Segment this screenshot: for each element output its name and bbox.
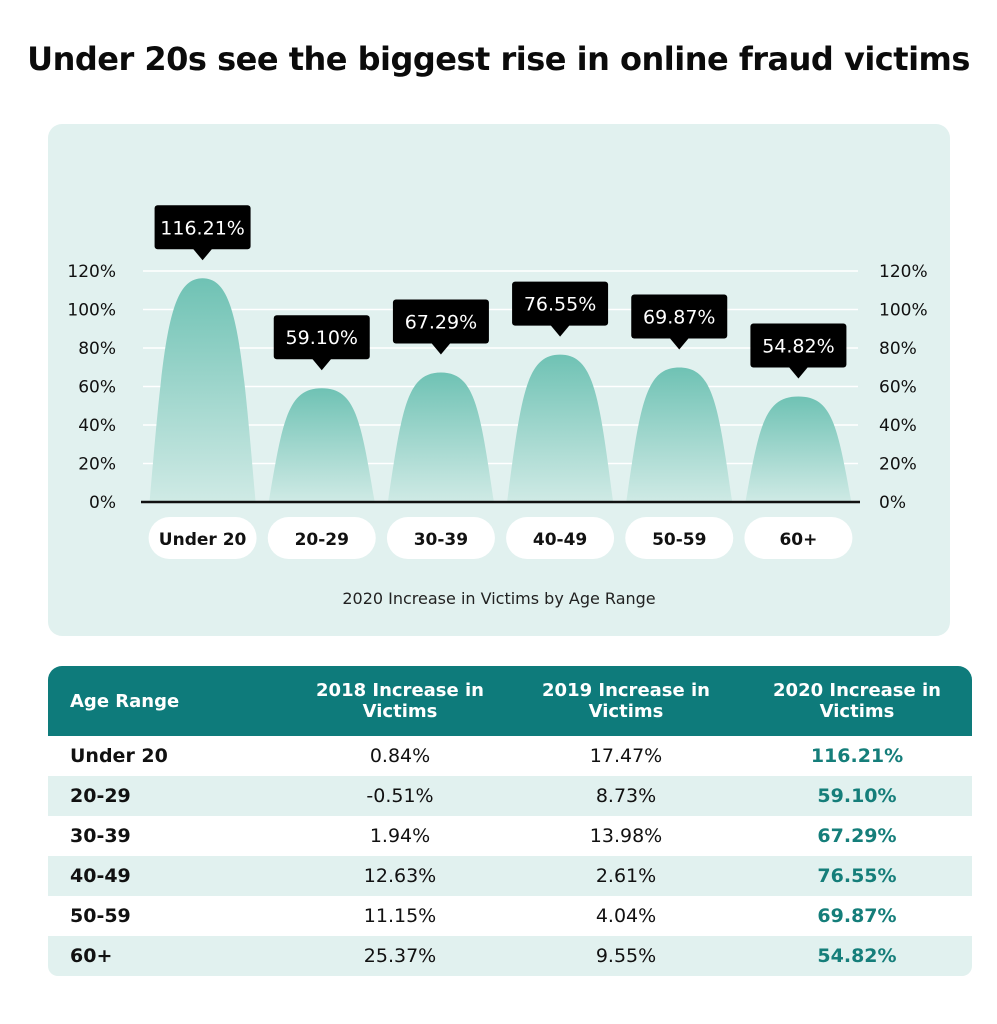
fraud-victims-chart: 0% 0% 20% 20% 40% 40% 60% 60% 80% 80% 100% 100% 120%… [67, 205, 928, 608]
table-header-row: Age Range 2018 Increase in Victims 2019 … [48, 666, 972, 736]
data-label-box [750, 323, 847, 368]
y-tick-label-left: 40% [78, 416, 116, 436]
y-tick-label-right: 0% [879, 493, 906, 513]
table-row: Under 20 0.84% 17.47% 116.21% [48, 736, 972, 776]
cell-2019: 2.61% [510, 856, 742, 896]
table-row: 30-39 1.94% 13.98% 67.29% [48, 816, 972, 856]
x-tick-label: 60+ [779, 530, 817, 550]
y-tick-label-right: 40% [879, 416, 917, 436]
cell-2018: -0.51% [290, 776, 510, 816]
y-tick-label-right: 80% [879, 339, 917, 359]
data-label: 116.21% [160, 217, 245, 239]
category-pill [386, 517, 495, 559]
data-label-callout: 69.87% [631, 294, 728, 350]
chart-panel: 0% 0% 20% 20% 40% 40% 60% 60% 80% 80% 100% 100% 120%… [48, 124, 950, 636]
data-label-box [154, 205, 251, 250]
x-axis-label: 2020 Increase in Victims by Age Range [342, 589, 655, 608]
cell-2020: 59.10% [742, 776, 972, 816]
category-pill [506, 517, 615, 559]
cell-2020: 76.55% [742, 856, 972, 896]
cell-2019: 9.55% [510, 936, 742, 976]
cell-2020: 69.87% [817, 905, 897, 927]
data-table: Age Range 2018 Increase in Victims 2019 … [48, 666, 972, 976]
page-title: Under 20s see the biggest rise in online… [27, 40, 970, 78]
y-tick-label-left: 120% [67, 262, 116, 282]
x-tick-label: 40-49 [533, 530, 587, 550]
y-tick-label-left: 60% [78, 378, 116, 398]
y-tick-label-right: 20% [879, 455, 917, 475]
data-label-callout: 116.21% [154, 205, 251, 261]
cell-2019: 4.04% [595, 905, 657, 927]
x-tick-label: 50-59 [652, 530, 706, 550]
table-row: 20-29 -0.51% 8.73% 59.10% [48, 776, 972, 816]
data-label-pointer [311, 358, 332, 371]
cell-2020: 54.82% [742, 936, 972, 976]
category-pill [625, 517, 734, 559]
cell-age-range: 40-49 [48, 856, 290, 896]
table-row: 60+ 25.37% 9.55% 54.82% [48, 936, 972, 976]
header-2020: 2020 Increase in Victims [773, 680, 941, 722]
y-tick-label-right: 100% [879, 301, 928, 321]
cell-age-range: 20-29 [48, 776, 290, 816]
x-tick-label: 30-39 [414, 530, 468, 550]
bar-20-29 [268, 388, 375, 502]
cell-2019: 13.98% [589, 825, 663, 847]
category-pill [744, 517, 853, 559]
data-label-callout: 67.29% [392, 299, 489, 355]
cell-age-range: 30-39 [70, 825, 131, 847]
data-label-pointer [192, 248, 213, 261]
data-label: 54.82% [762, 335, 834, 357]
data-label-box [273, 315, 370, 360]
data-label-callout: 59.10% [273, 315, 370, 371]
data-label-pointer [430, 342, 451, 355]
cell-2018: 12.63% [290, 856, 510, 896]
table-row: 50-59 11.15% 4.04% 69.87% [48, 896, 972, 936]
category-pill [267, 517, 376, 559]
x-tick-label: 20-29 [295, 530, 349, 550]
data-label-callout: 54.82% [750, 323, 847, 379]
bar-60+ [745, 396, 852, 502]
cell-2018: 25.37% [290, 936, 510, 976]
header-age-range: Age Range [70, 690, 180, 712]
y-tick-label-left: 100% [67, 301, 116, 321]
data-label: 59.10% [286, 327, 358, 349]
category-pill [148, 517, 257, 559]
data-label-box [512, 281, 609, 326]
cell-2018: 1.94% [369, 825, 431, 847]
y-tick-label-right: 60% [879, 378, 917, 398]
x-tick-label: Under 20 [159, 530, 247, 550]
cell-age-range: 60+ [48, 936, 290, 976]
y-tick-label-right: 120% [879, 262, 928, 282]
bar-30-39 [387, 372, 494, 502]
data-label-callout: 76.55% [512, 281, 609, 337]
y-tick-label-left: 20% [78, 455, 116, 475]
data-label: 67.29% [405, 311, 477, 333]
data-label: 69.87% [643, 307, 715, 329]
data-label-pointer [669, 337, 690, 350]
cell-2018: 11.15% [363, 905, 437, 927]
cell-age-range: Under 20 [70, 745, 168, 767]
header-2018: 2018 Increase in Victims [316, 680, 484, 722]
cell-2020: 116.21% [810, 745, 904, 767]
cell-2020: 67.29% [817, 825, 897, 847]
data-label-pointer [550, 324, 571, 337]
data-label: 76.55% [524, 294, 596, 316]
data-label-box [631, 294, 728, 339]
bar-50-59 [626, 367, 733, 502]
bar-under-20 [149, 278, 256, 502]
cell-age-range: 50-59 [70, 905, 131, 927]
y-tick-label-left: 80% [78, 339, 116, 359]
header-2019: 2019 Increase in Victims [542, 680, 710, 722]
cell-2019: 17.47% [589, 745, 663, 767]
y-tick-label-left: 0% [89, 493, 116, 513]
table-row: 40-49 12.63% 2.61% 76.55% [48, 856, 972, 896]
cell-2018: 0.84% [369, 745, 431, 767]
data-label-pointer [788, 366, 809, 379]
data-table-container: Age Range 2018 Increase in Victims 2019 … [48, 666, 972, 976]
cell-2019: 8.73% [510, 776, 742, 816]
data-label-box [392, 299, 489, 344]
bar-40-49 [507, 354, 614, 502]
